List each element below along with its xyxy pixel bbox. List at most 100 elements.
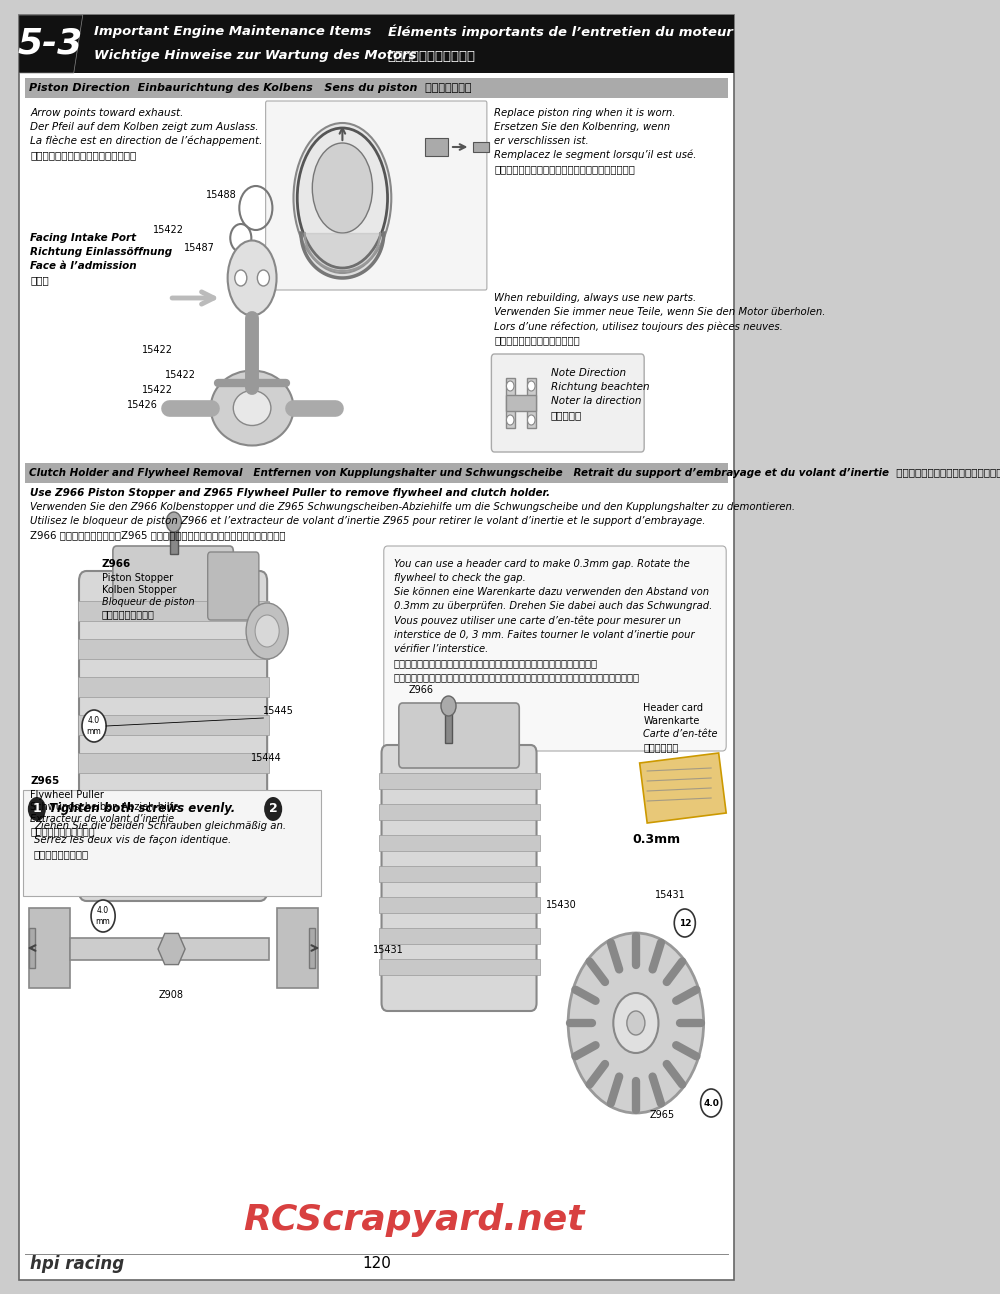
- Text: hpi racing: hpi racing: [30, 1255, 124, 1273]
- Bar: [379, 959, 540, 974]
- Text: 15488: 15488: [206, 190, 237, 201]
- Bar: [506, 378, 515, 428]
- Bar: [379, 866, 540, 883]
- Circle shape: [506, 415, 514, 424]
- Text: RCScrapyard.net: RCScrapyard.net: [243, 1203, 585, 1237]
- Text: 15422: 15422: [142, 386, 173, 395]
- FancyArrowPatch shape: [172, 292, 214, 304]
- Text: ピストンリングが図の様になったら交換時期です。: ピストンリングが図の様になったら交換時期です。: [494, 164, 635, 173]
- Bar: [78, 600, 269, 621]
- Circle shape: [528, 380, 535, 391]
- Text: Use Z966 Piston Stopper and Z965 Flywheel Puller to remove flywheel and clutch h: Use Z966 Piston Stopper and Z965 Flywhee…: [30, 488, 550, 498]
- Text: 口元（台紙）: 口元（台紙）: [643, 741, 679, 752]
- Text: Carte d’en-tête: Carte d’en-tête: [643, 729, 718, 739]
- Text: Warenkarte: Warenkarte: [643, 716, 700, 726]
- Text: 15430: 15430: [546, 901, 576, 910]
- Text: Z966: Z966: [409, 685, 434, 695]
- Text: Face à l’admission: Face à l’admission: [30, 261, 137, 270]
- Text: 15422: 15422: [142, 345, 173, 355]
- Text: Z966 ピストンストッパー、Z965 フライホイールプーラーを使って取り外します。: Z966 ピストンストッパー、Z965 フライホイールプーラーを使って取り外しま…: [30, 531, 286, 540]
- Text: 15431: 15431: [372, 945, 403, 955]
- Text: When rebuilding, always use new parts.: When rebuilding, always use new parts.: [494, 292, 697, 303]
- Bar: [473, 142, 489, 151]
- FancyBboxPatch shape: [399, 703, 519, 769]
- Text: Z966: Z966: [102, 559, 131, 569]
- Text: ピストンストッパー: ピストンストッパー: [102, 609, 154, 619]
- FancyBboxPatch shape: [208, 553, 259, 620]
- Text: Piston Stopper: Piston Stopper: [102, 573, 173, 584]
- Bar: [40, 861, 47, 879]
- Text: 交換時は新品にしてください。: 交換時は新品にしてください。: [494, 335, 580, 345]
- Bar: [309, 928, 315, 968]
- Bar: [78, 716, 269, 735]
- Bar: [506, 395, 536, 411]
- Bar: [425, 138, 448, 157]
- Text: ピストンは矢印が排気側になります。: ピストンは矢印が排気側になります。: [30, 150, 136, 160]
- FancyBboxPatch shape: [23, 791, 321, 895]
- FancyBboxPatch shape: [79, 571, 267, 901]
- Bar: [379, 897, 540, 914]
- Bar: [25, 78, 728, 98]
- Text: Kolben Stopper: Kolben Stopper: [102, 585, 176, 595]
- Text: Z908: Z908: [159, 990, 184, 1000]
- Bar: [78, 753, 269, 773]
- FancyBboxPatch shape: [382, 745, 537, 1011]
- Bar: [379, 773, 540, 789]
- Bar: [19, 16, 734, 72]
- Bar: [38, 857, 49, 864]
- Ellipse shape: [211, 370, 293, 445]
- Text: Important Engine Maintenance Items: Important Engine Maintenance Items: [94, 26, 371, 39]
- Bar: [170, 524, 178, 554]
- Text: 5-3: 5-3: [18, 27, 83, 61]
- Text: Z965: Z965: [650, 1110, 675, 1121]
- Circle shape: [28, 797, 46, 820]
- Text: Flywheel Puller: Flywheel Puller: [30, 791, 104, 800]
- Circle shape: [568, 933, 704, 1113]
- Text: 向きに注意: 向きに注意: [551, 410, 582, 421]
- Text: La flèche est en direction de l’échappement.: La flèche est en direction de l’échappem…: [30, 136, 262, 146]
- FancyBboxPatch shape: [491, 355, 644, 452]
- Text: Z965: Z965: [30, 776, 59, 785]
- Text: Verwenden Sie immer neue Teile, wenn Sie den Motor überholen.: Verwenden Sie immer neue Teile, wenn Sie…: [494, 307, 826, 317]
- Text: Noter la direction: Noter la direction: [551, 396, 641, 406]
- Circle shape: [246, 603, 288, 659]
- Text: 均等にじまります。: 均等にじまります。: [34, 849, 89, 859]
- Text: Schwungscheiben Abzieh-hilfe: Schwungscheiben Abzieh-hilfe: [30, 802, 179, 813]
- Text: 2: 2: [269, 802, 278, 815]
- Text: 15426: 15426: [127, 400, 158, 410]
- Bar: [29, 928, 35, 968]
- Text: 4.0: 4.0: [703, 1099, 719, 1108]
- Bar: [160, 857, 171, 864]
- Circle shape: [674, 908, 695, 937]
- Bar: [78, 829, 269, 849]
- Text: 4.0
mm: 4.0 mm: [87, 717, 101, 736]
- Ellipse shape: [312, 144, 372, 233]
- Bar: [379, 928, 540, 945]
- Text: Éléments importants de l’entretien du moteur: Éléments importants de l’entretien du mo…: [388, 25, 732, 39]
- Bar: [78, 791, 269, 811]
- Text: 15444: 15444: [251, 753, 281, 763]
- Text: 120: 120: [362, 1256, 391, 1272]
- Text: 15487: 15487: [184, 243, 214, 254]
- Polygon shape: [158, 933, 185, 964]
- Text: フライホイールプーラー: フライホイールプーラー: [30, 826, 95, 836]
- Bar: [25, 463, 728, 483]
- Text: Piston Direction  Einbaurichtung des Kolbens   Sens du piston  ピストンの向き: Piston Direction Einbaurichtung des Kolb…: [29, 83, 472, 93]
- Ellipse shape: [228, 241, 277, 316]
- Text: 12: 12: [679, 919, 691, 928]
- Text: Lors d’une réfection, utilisez toujours des pièces neuves.: Lors d’une réfection, utilisez toujours …: [494, 321, 783, 331]
- FancyBboxPatch shape: [266, 101, 487, 290]
- Text: 1: 1: [32, 802, 41, 815]
- Text: 15431: 15431: [655, 890, 685, 901]
- Text: 15422: 15422: [153, 225, 184, 236]
- Bar: [445, 708, 452, 743]
- Text: Tighten both screws evenly.: Tighten both screws evenly.: [49, 802, 235, 815]
- Circle shape: [255, 615, 279, 647]
- Bar: [277, 908, 318, 989]
- Polygon shape: [640, 753, 726, 823]
- Text: Der Pfeil auf dem Kolben zeigt zum Auslass.: Der Pfeil auf dem Kolben zeigt zum Ausla…: [30, 122, 259, 132]
- Bar: [162, 861, 169, 879]
- Circle shape: [613, 992, 658, 1053]
- Text: Richtung beachten: Richtung beachten: [551, 382, 649, 392]
- Text: You can use a header card to make 0.3mm gap. Rotate the
flywheel to check the ga: You can use a header card to make 0.3mm …: [394, 559, 712, 682]
